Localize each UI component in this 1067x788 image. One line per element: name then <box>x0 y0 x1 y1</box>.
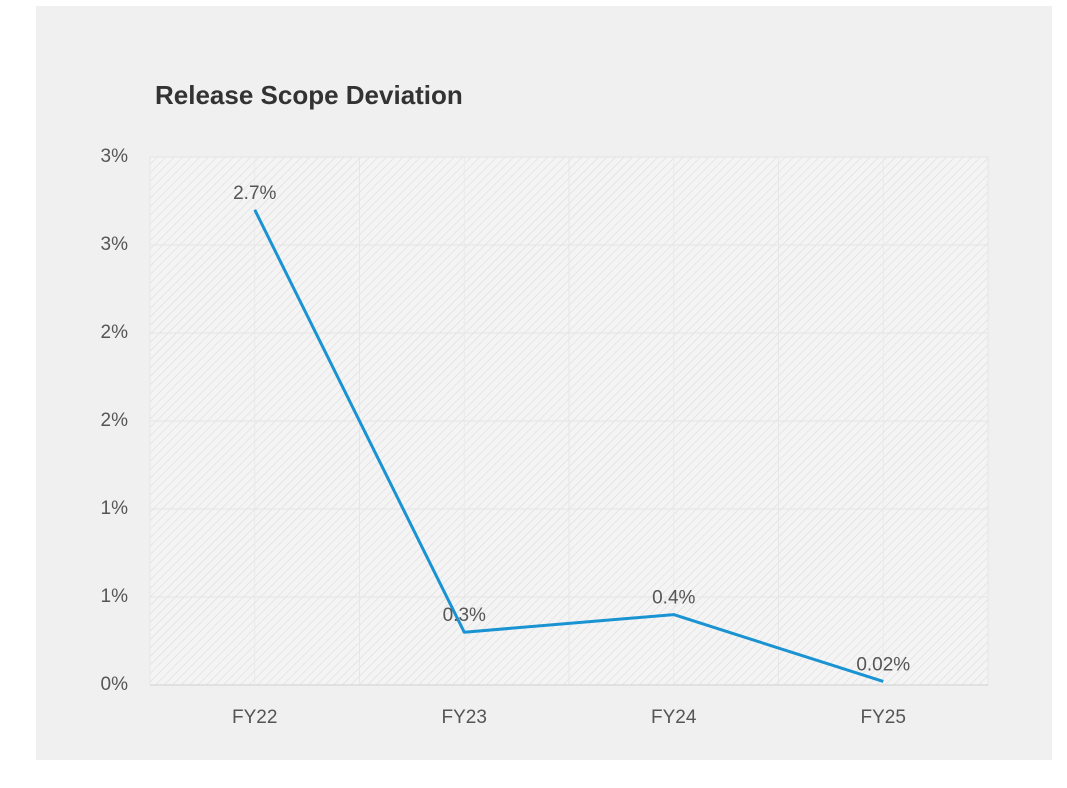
data-label: 0.02% <box>856 654 910 675</box>
x-tick-label: FY25 <box>861 707 906 728</box>
y-tick-label: 2% <box>101 322 129 343</box>
x-tick-label: FY24 <box>651 707 697 728</box>
y-tick-label: 2% <box>101 410 129 431</box>
data-label: 2.7% <box>233 183 276 204</box>
x-tick-label: FY23 <box>442 707 487 728</box>
y-tick-label: 0% <box>101 674 129 695</box>
data-label: 0.4% <box>652 588 695 609</box>
y-tick-label: 1% <box>101 498 129 519</box>
x-tick-label: FY22 <box>232 707 277 728</box>
chart-title: Release Scope Deviation <box>155 80 463 110</box>
y-tick-label: 3% <box>101 234 129 255</box>
data-label: 0.3% <box>443 605 486 626</box>
y-tick-label: 1% <box>101 586 129 607</box>
line <box>253 209 884 683</box>
y-tick-label: 3% <box>101 146 129 167</box>
